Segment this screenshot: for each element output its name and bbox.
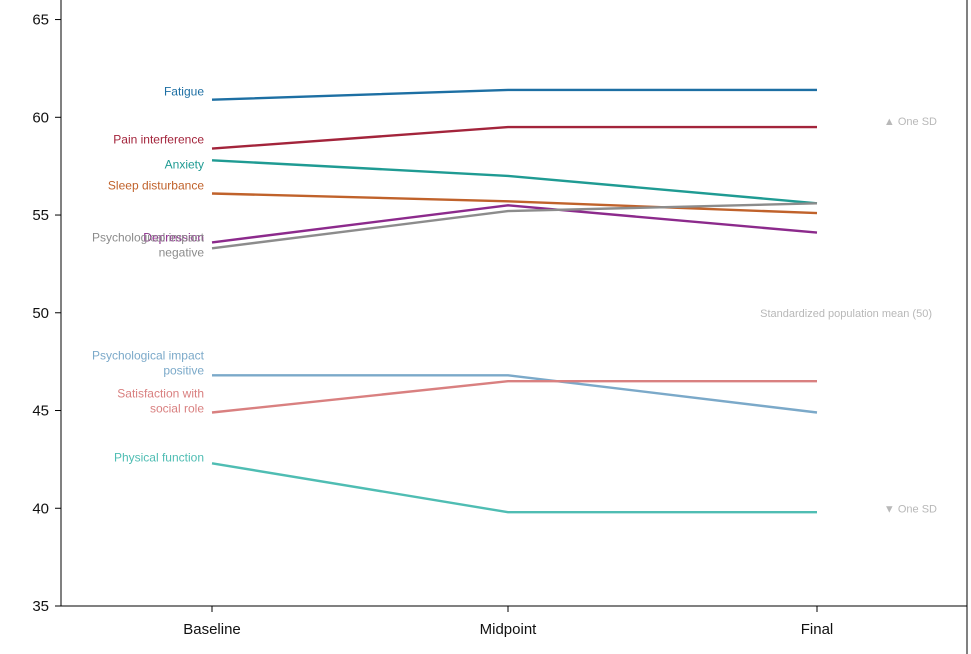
- series-line: [211, 159, 818, 205]
- series-labels: Fatigue Pain interference Anxiety Sleep dis…: [92, 85, 205, 465]
- y-tick-label: 60: [32, 109, 49, 126]
- x-tick-label: Final: [801, 621, 834, 638]
- series-label: Sleep disturbance: [108, 179, 204, 193]
- x-axis: Baseline Midpoint Final: [183, 606, 833, 638]
- y-tick-label: 40: [32, 500, 49, 517]
- series-line: [211, 462, 817, 514]
- series-label: Pain interference: [113, 133, 204, 147]
- series-label: Anxiety: [165, 157, 204, 171]
- series-line: [211, 380, 817, 414]
- y-tick-label: 45: [32, 403, 49, 420]
- series-label: Fatigue: [164, 85, 204, 99]
- series-label: Depression: [143, 230, 204, 244]
- series-label: Physical function: [114, 450, 204, 464]
- series-label: Psychological impact: [92, 230, 205, 244]
- series-line: [211, 202, 818, 250]
- y-tick-label: 50: [32, 305, 49, 322]
- annotation-label: ▲ One SD: [884, 116, 937, 128]
- annotation-label: ▼ One SD: [884, 503, 937, 515]
- series-line: [211, 192, 818, 215]
- series-line: [211, 88, 817, 101]
- series-label: positive: [163, 363, 204, 377]
- series-lines: [211, 88, 818, 514]
- x-tick-label: Baseline: [183, 621, 241, 638]
- annotation-label: Standardized population mean (50): [760, 308, 932, 320]
- series-label: Satisfaction with: [117, 387, 204, 401]
- series-line: [211, 125, 817, 150]
- series-label: negative: [159, 245, 205, 259]
- annotations: ▲ One SD Standardized population mean (50…: [760, 116, 937, 515]
- y-axis: 35 40 45 50 55 60 65: [32, 12, 61, 615]
- series-label: Psychological impact: [92, 348, 205, 362]
- series-label: social role: [150, 402, 204, 416]
- series-line: [212, 374, 818, 414]
- y-tick-label: 35: [32, 598, 49, 615]
- x-tick-label: Midpoint: [480, 621, 538, 638]
- y-tick-label: 65: [32, 12, 49, 29]
- series-line: [211, 204, 818, 244]
- y-tick-label: 55: [32, 207, 49, 224]
